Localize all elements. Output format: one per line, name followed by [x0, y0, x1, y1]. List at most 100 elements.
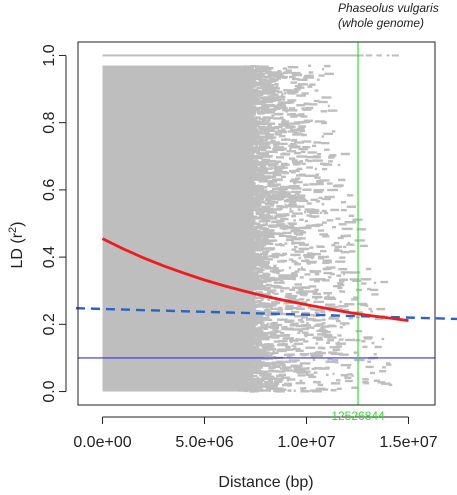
- scatter-point: [243, 205, 253, 208]
- scatter-point: [249, 345, 260, 349]
- scatter-point: [246, 186, 253, 189]
- scatter-point: [303, 333, 314, 336]
- scatter-point: [361, 340, 366, 343]
- scatter-point: [289, 296, 297, 300]
- scatter-point: [250, 102, 257, 105]
- scatter-point: [272, 269, 282, 272]
- scatter-point: [240, 75, 249, 79]
- scatter-point: [266, 322, 269, 326]
- scatter-point: [278, 74, 285, 78]
- scatter-point: [275, 278, 281, 281]
- scatter-point: [336, 345, 343, 348]
- scatter-point: [248, 226, 254, 230]
- scatter-point: [248, 118, 253, 121]
- scatter-point: [295, 144, 298, 147]
- scatter-point: [305, 290, 315, 293]
- scatter-point: [256, 235, 264, 238]
- scatter-point: [282, 366, 292, 369]
- scatter-point: [300, 390, 310, 393]
- scatter-point: [286, 277, 296, 280]
- scatter-point: [316, 78, 320, 81]
- scatter-point: [291, 187, 302, 190]
- scatter-point: [262, 169, 269, 173]
- scatter-point: [287, 109, 298, 112]
- scatter-point: [303, 210, 307, 214]
- scatter-point: [270, 326, 279, 329]
- scatter-point: [258, 291, 264, 295]
- scatter-point: [264, 198, 268, 202]
- scatter-point: [259, 79, 264, 83]
- scatter-point: [279, 123, 289, 126]
- scatter-point: [290, 171, 296, 174]
- scatter-point: [261, 232, 272, 235]
- scatter-point: [274, 270, 280, 274]
- scatter-point: [269, 180, 278, 183]
- scatter-point: [245, 87, 253, 90]
- scatter-point: [267, 289, 277, 292]
- scatter-point: [247, 344, 255, 348]
- scatter-point: [247, 110, 257, 113]
- scatter-point: [289, 210, 294, 213]
- scatter-point: [336, 387, 342, 391]
- scatter-point: [273, 208, 282, 211]
- scatter-point: [243, 65, 247, 68]
- scatter-point: [289, 339, 299, 342]
- scatter-point: [263, 332, 273, 335]
- scatter-point: [270, 225, 277, 228]
- scatter-point: [291, 77, 300, 81]
- scatter-point: [288, 258, 294, 261]
- scatter-point: [268, 242, 274, 246]
- scatter-point: [286, 354, 291, 358]
- scatter-point: [335, 342, 346, 345]
- scatter-point: [317, 383, 324, 387]
- scatter-point: [314, 120, 326, 123]
- scatter-point: [261, 217, 270, 220]
- scatter-point: [311, 390, 322, 393]
- scatter-point: [275, 213, 283, 216]
- scatter-point: [264, 84, 274, 87]
- scatter-point: [339, 353, 349, 356]
- scatter-point: [264, 345, 275, 348]
- scatter-point: [254, 191, 260, 195]
- scatter-point: [369, 371, 376, 375]
- scatter-point: [291, 260, 297, 263]
- scatter-point: [320, 310, 326, 314]
- scatter-point: [239, 109, 243, 112]
- scatter-point: [246, 258, 251, 262]
- scatter-point: [263, 201, 266, 204]
- scatter-point: [309, 183, 318, 186]
- scatter-point: [240, 249, 245, 253]
- scatter-point: [311, 256, 314, 260]
- scatter-point: [370, 310, 374, 313]
- scatter-dense-region: [102, 65, 254, 392]
- scatter-point: [255, 333, 265, 336]
- scatter-point: [268, 239, 276, 243]
- scatter-point: [289, 66, 299, 69]
- scatter-point: [327, 104, 330, 108]
- scatter-point: [356, 228, 366, 231]
- scatter-point: [244, 89, 248, 92]
- scatter-point: [325, 360, 329, 363]
- scatter-point: [254, 341, 263, 344]
- scatter-point: [251, 318, 261, 321]
- half-decay-dashed-line: [75, 307, 457, 321]
- scatter-point: [319, 179, 330, 182]
- scatter-point: [248, 341, 251, 344]
- scatter-point: [293, 231, 297, 234]
- scatter-point: [240, 136, 249, 140]
- scatter-point: [244, 375, 253, 378]
- scatter-point: [278, 306, 283, 310]
- scatter-point: [260, 149, 267, 152]
- scatter-point: [241, 298, 249, 301]
- scatter-point: [337, 286, 343, 290]
- scatter-point: [264, 265, 269, 268]
- scatter-point: [252, 132, 263, 135]
- scatter-point: [301, 259, 310, 263]
- scatter-point: [290, 178, 299, 181]
- scatter-point: [272, 255, 279, 259]
- scatter-point: [373, 281, 377, 285]
- scatter-point: [242, 68, 247, 71]
- scatter-point: [347, 373, 353, 376]
- scatter-point: [300, 387, 307, 390]
- scatter-point: [258, 371, 269, 374]
